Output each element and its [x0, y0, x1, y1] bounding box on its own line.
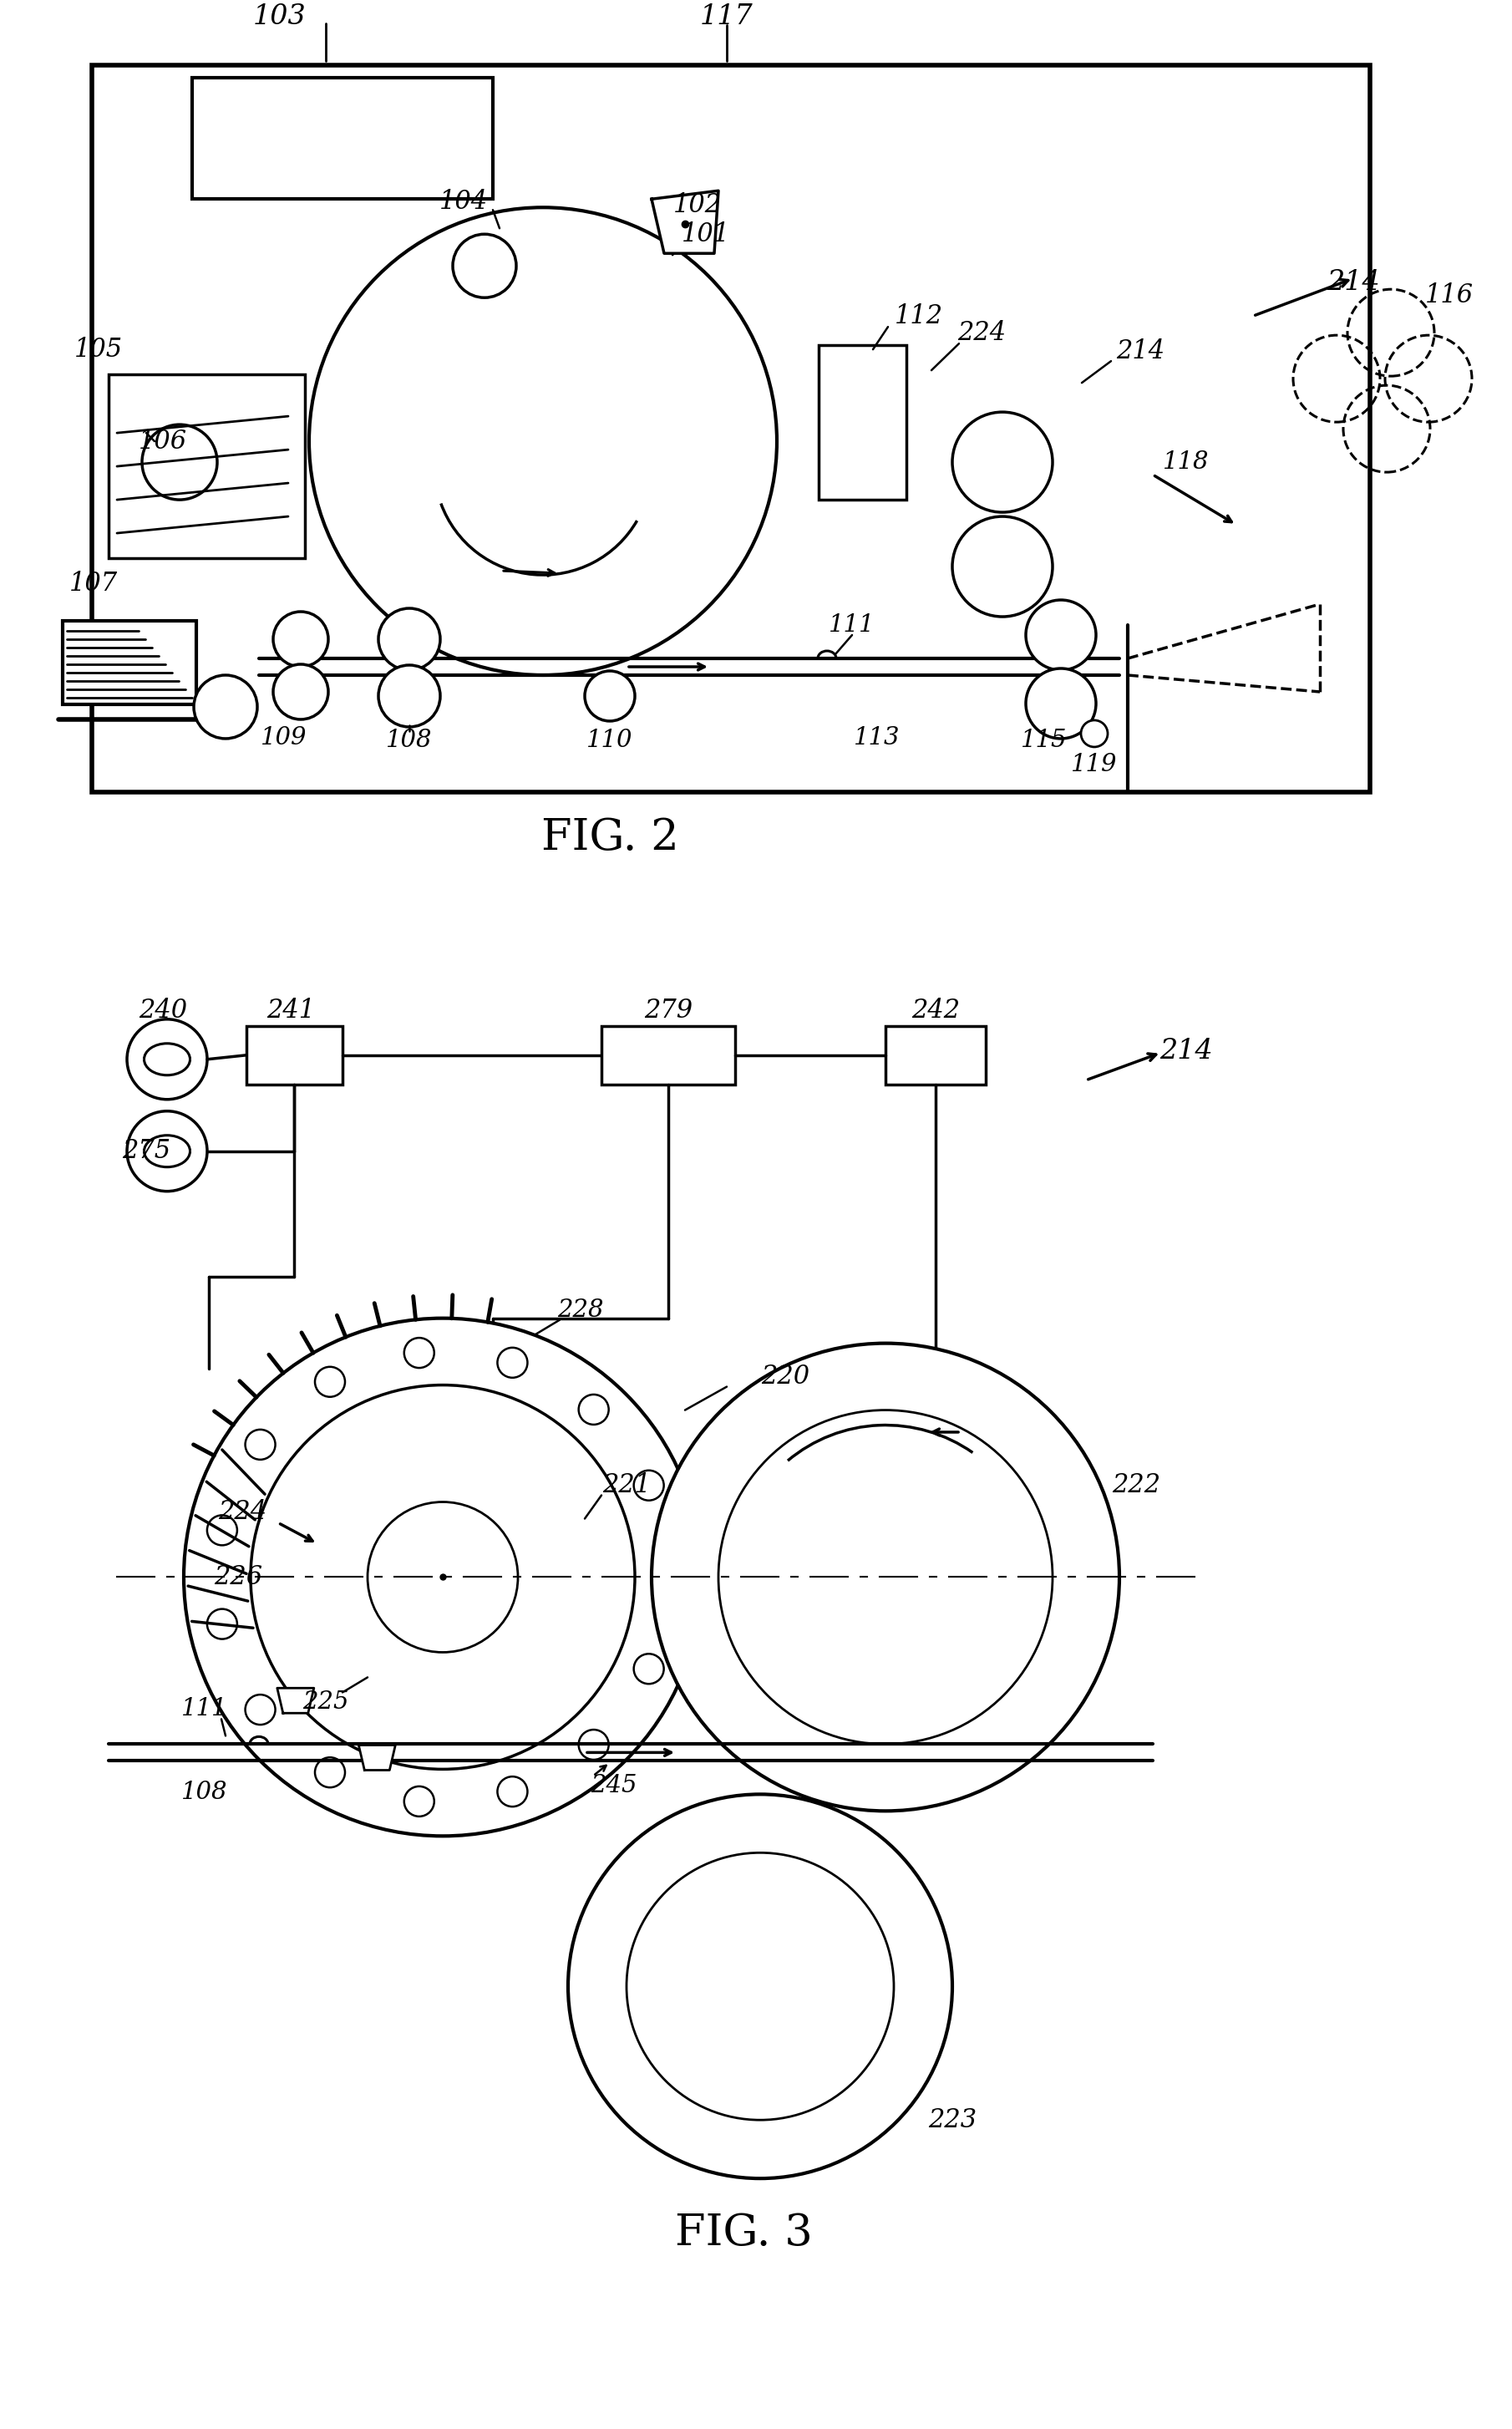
- Text: 104: 104: [440, 189, 488, 214]
- Circle shape: [953, 413, 1052, 513]
- Text: 241: 241: [266, 998, 314, 1023]
- Text: 275: 275: [122, 1139, 171, 1163]
- Bar: [886, 1025, 986, 1083]
- Text: 220: 220: [761, 1363, 809, 1389]
- Circle shape: [207, 1516, 237, 1545]
- Text: 223: 223: [928, 2106, 977, 2133]
- Bar: [192, 78, 493, 199]
- Circle shape: [245, 1431, 275, 1460]
- Circle shape: [585, 670, 635, 721]
- Circle shape: [452, 233, 516, 299]
- Circle shape: [497, 1776, 528, 1807]
- Text: 279: 279: [644, 998, 692, 1023]
- Text: 101: 101: [682, 221, 730, 248]
- Circle shape: [404, 1785, 434, 1817]
- Circle shape: [652, 1343, 1119, 1812]
- Circle shape: [1081, 721, 1108, 748]
- Polygon shape: [277, 1688, 314, 1712]
- Text: 214: 214: [1160, 1037, 1213, 1064]
- Circle shape: [194, 675, 257, 738]
- Circle shape: [378, 666, 440, 726]
- Text: 111: 111: [829, 615, 875, 636]
- Circle shape: [314, 1368, 345, 1397]
- Text: 119: 119: [1070, 753, 1117, 777]
- Text: 116: 116: [1426, 282, 1474, 308]
- Circle shape: [634, 1654, 664, 1683]
- Circle shape: [626, 1853, 894, 2121]
- Text: 106: 106: [139, 428, 187, 454]
- Bar: [380, 1540, 505, 1615]
- Text: 224: 224: [957, 321, 1005, 345]
- Text: 222: 222: [1111, 1472, 1160, 1499]
- Text: 245: 245: [591, 1773, 637, 1797]
- Circle shape: [274, 612, 328, 668]
- Text: 221: 221: [602, 1472, 650, 1499]
- Bar: [602, 1025, 735, 1083]
- Text: 113: 113: [854, 726, 900, 751]
- Text: 224: 224: [218, 1499, 266, 1525]
- Circle shape: [1025, 600, 1096, 670]
- Text: 115: 115: [1021, 729, 1067, 753]
- Bar: [62, 622, 197, 704]
- Text: 214: 214: [1116, 338, 1164, 364]
- Text: 107: 107: [70, 571, 118, 595]
- Text: 118: 118: [1163, 449, 1210, 474]
- Text: 105: 105: [74, 338, 122, 362]
- Text: 111: 111: [181, 1698, 228, 1720]
- Circle shape: [207, 1608, 237, 1640]
- Circle shape: [718, 1411, 1052, 1744]
- Circle shape: [127, 1110, 207, 1190]
- Circle shape: [569, 1795, 953, 2179]
- Text: 242: 242: [912, 998, 960, 1023]
- Text: 228: 228: [558, 1297, 603, 1321]
- Bar: [92, 66, 1370, 792]
- Text: 214: 214: [1326, 270, 1380, 296]
- Circle shape: [497, 1348, 528, 1377]
- Circle shape: [367, 1501, 519, 1652]
- Circle shape: [1025, 668, 1096, 738]
- Bar: [818, 345, 906, 500]
- Text: 240: 240: [139, 998, 187, 1023]
- Circle shape: [184, 1319, 702, 1836]
- Circle shape: [245, 1695, 275, 1725]
- Text: 110: 110: [587, 729, 634, 753]
- Text: 103: 103: [253, 5, 307, 32]
- Text: 108: 108: [386, 729, 432, 753]
- Polygon shape: [652, 192, 718, 253]
- Circle shape: [653, 1562, 683, 1591]
- Circle shape: [378, 607, 440, 670]
- Circle shape: [127, 1020, 207, 1100]
- Text: 117: 117: [700, 5, 753, 32]
- Circle shape: [579, 1729, 609, 1759]
- Bar: [109, 374, 305, 559]
- Circle shape: [634, 1470, 664, 1501]
- Circle shape: [308, 206, 777, 675]
- Circle shape: [314, 1756, 345, 1788]
- Text: 109: 109: [262, 726, 307, 751]
- Circle shape: [142, 425, 218, 500]
- Text: 108: 108: [181, 1780, 228, 1805]
- Text: 226: 226: [213, 1564, 263, 1591]
- Circle shape: [274, 663, 328, 719]
- Bar: [246, 1025, 343, 1083]
- Circle shape: [251, 1385, 635, 1768]
- Text: 225: 225: [302, 1691, 349, 1715]
- Circle shape: [953, 517, 1052, 617]
- Circle shape: [579, 1394, 609, 1423]
- Polygon shape: [358, 1744, 396, 1771]
- Text: 112: 112: [895, 304, 943, 328]
- Text: FIG. 2: FIG. 2: [541, 816, 679, 860]
- Text: FIG. 3: FIG. 3: [674, 2210, 812, 2254]
- Circle shape: [404, 1338, 434, 1368]
- Text: 102: 102: [673, 192, 721, 219]
